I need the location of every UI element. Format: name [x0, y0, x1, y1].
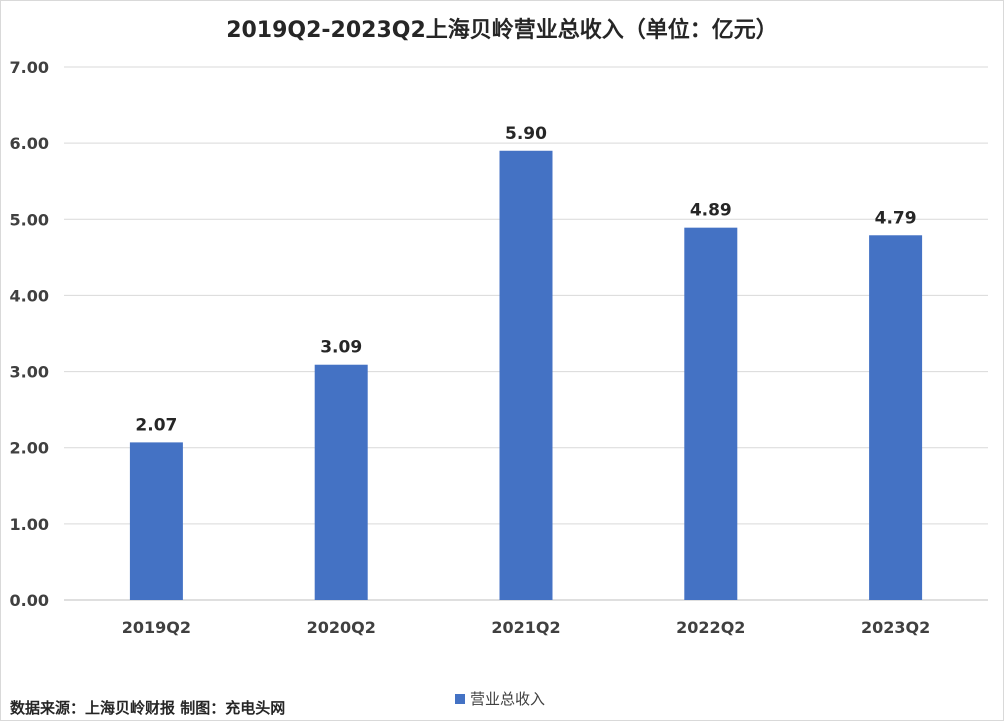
y-tick-label: 7.00 — [10, 58, 49, 77]
y-tick-label: 3.00 — [10, 363, 49, 382]
data-label: 5.90 — [505, 124, 547, 144]
data-label: 4.89 — [690, 201, 732, 221]
x-tick-label: 2019Q2 — [122, 618, 191, 637]
data-label: 3.09 — [320, 338, 362, 358]
bars — [129, 150, 923, 601]
y-axis: 0.00 1.00 2.00 3.00 4.00 5.00 6.00 7.00 — [10, 58, 49, 610]
bar — [499, 150, 553, 600]
data-label: 2.07 — [135, 415, 177, 435]
bar — [684, 227, 738, 600]
legend: 营业总收入 — [455, 688, 545, 709]
legend-swatch — [455, 693, 465, 704]
x-tick-label: 2021Q2 — [491, 618, 560, 637]
source-note: 数据来源：上海贝岭财报 制图：充电头网 — [10, 699, 286, 717]
y-tick-label: 5.00 — [10, 210, 49, 229]
data-label: 4.79 — [875, 208, 917, 228]
x-tick-label: 2022Q2 — [676, 618, 745, 637]
y-tick-label: 2.00 — [10, 439, 49, 458]
bar — [129, 442, 183, 600]
y-tick-label: 4.00 — [10, 286, 49, 305]
y-tick-label: 6.00 — [10, 134, 49, 153]
y-tick-label: 1.00 — [10, 515, 49, 534]
x-tick-label: 2023Q2 — [861, 618, 930, 637]
y-tick-label: 0.00 — [10, 591, 49, 610]
bar — [314, 364, 368, 600]
x-axis: 2019Q2 2020Q2 2021Q2 2022Q2 2023Q2 — [122, 618, 930, 637]
data-labels: 2.07 3.09 5.90 4.89 4.79 — [135, 124, 916, 436]
legend-label: 营业总收入 — [470, 690, 546, 708]
bar — [869, 235, 923, 601]
chart-title: 2019Q2-2023Q2上海贝岭营业总收入（单位：亿元） — [226, 17, 778, 43]
x-tick-label: 2020Q2 — [307, 618, 376, 637]
